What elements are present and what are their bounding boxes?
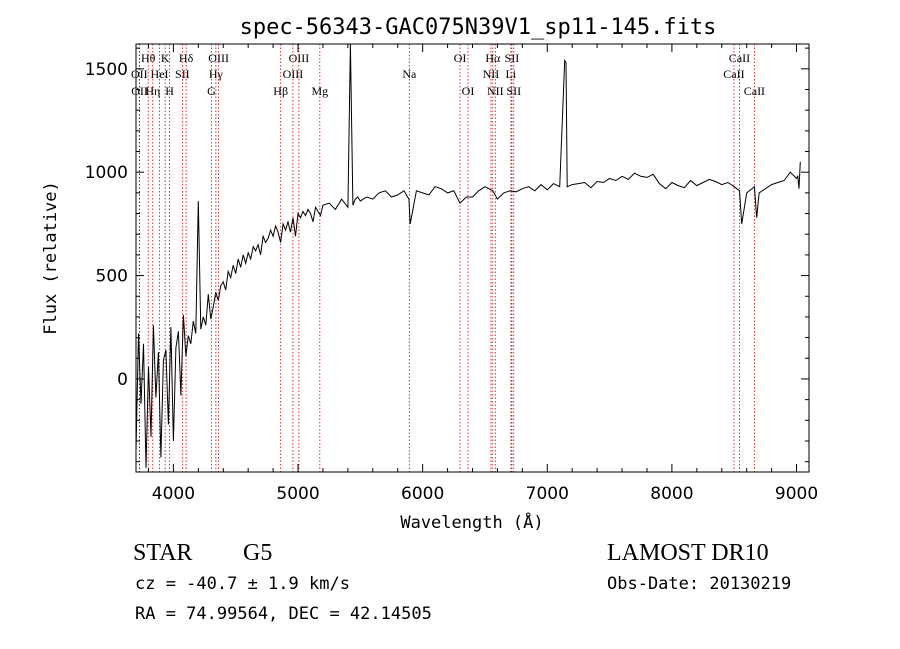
y-axis-label: Flux (relative)	[41, 181, 61, 335]
marker-label: K	[161, 51, 170, 65]
marker-label: OIII	[289, 51, 310, 65]
object-class: STAR	[133, 540, 193, 566]
redshift-line: cz = -40.7 ± 1.9 km/s	[135, 574, 350, 594]
marker-label: NII	[483, 67, 500, 81]
marker-label: CaII	[744, 84, 765, 98]
marker-label: OII	[131, 84, 148, 98]
marker-label: Li	[506, 67, 517, 81]
chart-title: spec-56343-GAC075N39V1_sp11-145.fits	[240, 15, 717, 40]
plot-frame	[135, 43, 810, 473]
observation-date: Obs-Date: 20130219	[607, 574, 792, 594]
marker-label: OI	[462, 84, 475, 98]
marker-label: CaII	[723, 67, 744, 81]
y-tick-label: 0	[117, 370, 128, 390]
marker-label: Hβ	[273, 84, 288, 98]
marker-label: Na	[402, 67, 417, 81]
x-tick-label: 4000	[152, 484, 195, 504]
x-tick-label: 6000	[401, 484, 444, 504]
y-tick-label: 1500	[85, 60, 128, 80]
marker-label: CaII	[729, 51, 750, 65]
marker-label: OI	[454, 51, 467, 65]
marker-label: OIII	[283, 67, 304, 81]
y-tick-label: 1000	[85, 163, 128, 183]
marker-label: Mg	[311, 84, 328, 98]
marker-label: SII	[175, 67, 190, 81]
marker-label: Hη	[145, 84, 160, 98]
spectrum-line	[135, 43, 801, 468]
coordinates: RA = 74.99564, DEC = 42.14505	[135, 604, 432, 624]
marker-label: Hδ	[179, 51, 194, 65]
x-axis-label: Wavelength (Å)	[400, 511, 543, 533]
x-tick-label: 5000	[276, 484, 319, 504]
subclass: G5	[243, 540, 273, 566]
marker-label: G	[207, 84, 216, 98]
marker-label: SII	[506, 84, 521, 98]
marker-label: OII	[131, 67, 148, 81]
axis-ticks: 4000 5000 6000 7000 8000 9000 0 500 1000 1500	[85, 44, 818, 504]
x-tick-label: 7000	[526, 484, 569, 504]
marker-label: Hθ	[141, 51, 156, 65]
x-tick-label: 8000	[650, 484, 693, 504]
marker-label: HeI	[151, 67, 169, 81]
x-tick-label: 9000	[775, 484, 818, 504]
marker-label: Hγ	[209, 67, 224, 81]
marker-label: OIII	[208, 51, 229, 65]
marker-label: H	[165, 84, 174, 98]
marker-label: SII	[505, 51, 520, 65]
marker-label: Hα	[485, 51, 501, 65]
survey-name: LAMOST DR10	[607, 540, 769, 566]
marker-label: NII	[487, 84, 504, 98]
y-tick-label: 500	[96, 267, 128, 287]
